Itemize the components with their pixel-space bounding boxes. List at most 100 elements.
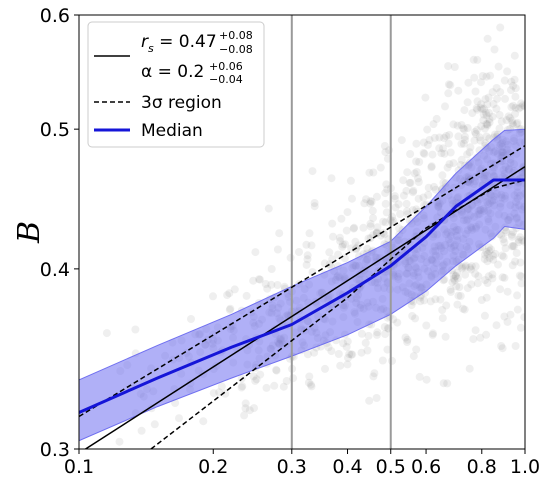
scatter-point xyxy=(513,305,522,314)
scatter-point xyxy=(430,182,438,191)
scatter-point xyxy=(421,93,430,102)
scatter-point xyxy=(252,375,261,384)
scatter-point xyxy=(310,348,319,357)
scatter-point xyxy=(436,295,445,304)
scatter-point xyxy=(369,214,377,223)
scatter-point xyxy=(482,293,491,302)
scatter-point xyxy=(478,105,487,114)
scatter-point xyxy=(376,163,385,172)
scatter-point xyxy=(305,372,314,381)
scatter-point xyxy=(225,305,234,314)
scatter-point xyxy=(390,192,399,201)
scatter-point xyxy=(466,143,475,152)
scatter-point xyxy=(515,271,524,280)
scatter-point xyxy=(512,120,521,129)
x-tick-label: 0.6 xyxy=(411,456,441,478)
scatter-point xyxy=(396,210,405,218)
scatter-point xyxy=(272,366,281,375)
scatter-point xyxy=(484,272,493,281)
scatter-point xyxy=(310,202,319,211)
scatter-point xyxy=(489,100,498,108)
scatter-point xyxy=(343,208,352,217)
scatter-point xyxy=(217,382,226,391)
scatter-point xyxy=(302,240,311,249)
scatter-point xyxy=(346,176,355,185)
scatter-point xyxy=(303,251,312,260)
scatter-point xyxy=(395,224,404,233)
scatter-point xyxy=(406,150,415,158)
scatter-point xyxy=(449,274,458,283)
legend-rs-symbol: r xyxy=(141,32,149,52)
scatter-point xyxy=(407,301,416,310)
scatter-point xyxy=(457,121,466,129)
scatter-point xyxy=(343,337,352,346)
scatter-point xyxy=(482,132,491,141)
scatter-point xyxy=(437,149,446,158)
sigma-upper-line xyxy=(79,145,525,418)
scatter-point xyxy=(439,144,447,153)
scatter-point xyxy=(509,227,518,236)
scatter-point xyxy=(365,168,374,177)
scatter-point xyxy=(390,194,399,203)
scatter-point xyxy=(477,122,486,131)
scatter-point xyxy=(426,297,435,306)
scatter-point xyxy=(422,375,431,384)
legend: rs = 0.47 +0.08 −0.08 α = 0.2 +0.06 −0.0… xyxy=(87,21,265,148)
scatter-point xyxy=(307,382,316,391)
scatter-point xyxy=(467,265,475,274)
scatter-point xyxy=(483,257,492,266)
scatter-point xyxy=(402,186,411,195)
scatter-point xyxy=(473,105,482,114)
scatter-point xyxy=(480,255,489,263)
scatter-point xyxy=(463,98,472,107)
scatter-point xyxy=(467,280,476,289)
scatter-point xyxy=(495,111,504,119)
scatter-point xyxy=(464,78,473,87)
scatter-point xyxy=(424,183,433,192)
scatter-point xyxy=(368,206,377,215)
scatter-point xyxy=(343,360,352,369)
scatter-point xyxy=(439,379,448,388)
scatter-point xyxy=(306,380,315,389)
scatter-point xyxy=(463,124,472,132)
scatter-point xyxy=(473,279,482,288)
scatter-point xyxy=(429,329,437,338)
scatter-point xyxy=(321,364,329,373)
scatter-point xyxy=(471,130,480,138)
scatter-point xyxy=(380,142,389,150)
scatter-point xyxy=(366,197,375,205)
x-tick-label: 0.3 xyxy=(277,456,307,478)
scatter-point xyxy=(435,144,444,153)
scatter-point xyxy=(479,110,488,119)
scatter-point xyxy=(511,84,520,93)
scatter-point xyxy=(454,86,463,95)
scatter-point xyxy=(453,300,462,309)
scatter-point xyxy=(378,356,387,365)
scatter-point xyxy=(450,276,459,285)
scatter-point xyxy=(340,254,349,263)
scatter-point xyxy=(475,133,484,142)
scatter-point xyxy=(238,382,247,391)
scatter-point xyxy=(485,254,494,263)
scatter-point xyxy=(372,192,381,201)
scatter-point xyxy=(469,335,478,344)
scatter-point xyxy=(324,343,333,352)
scatter-point xyxy=(363,346,372,355)
scatter-point xyxy=(482,111,491,120)
scatter-point xyxy=(511,257,520,266)
scatter-point xyxy=(427,163,436,172)
best-fit-line xyxy=(84,165,525,449)
scatter-point xyxy=(471,269,480,278)
scatter-point xyxy=(460,305,469,314)
scatter-point xyxy=(430,133,439,142)
scatter-point xyxy=(350,223,359,232)
scatter-point xyxy=(494,62,503,71)
scatter-point xyxy=(397,136,406,145)
scatter-point xyxy=(367,197,376,206)
scatter-point xyxy=(372,229,381,238)
scatter-point xyxy=(422,321,431,330)
scatter-point xyxy=(199,417,208,426)
scatter-point xyxy=(414,178,423,186)
scatter-point xyxy=(461,261,470,270)
scatter-point xyxy=(454,291,463,300)
